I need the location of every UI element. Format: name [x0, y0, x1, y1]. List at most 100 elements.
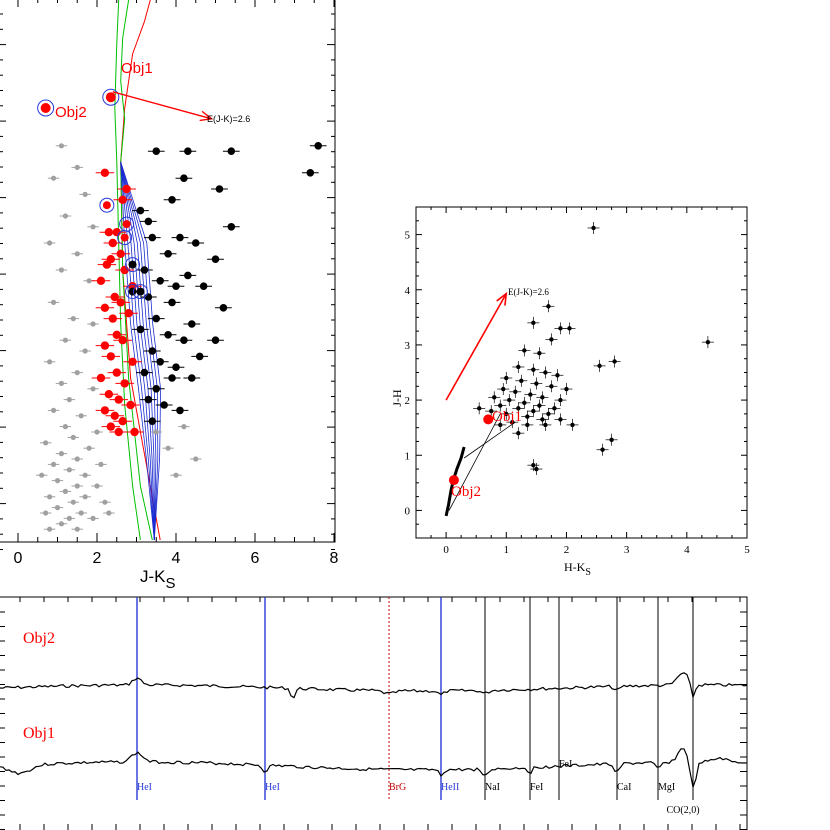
cmd-isochrones: [114, 0, 162, 541]
cmd-member-star: [114, 395, 123, 404]
cmd-x-tick-label: 0: [14, 550, 23, 567]
cmd-panel: 0 2 4 6 8 Obj1 Obj2 E(J-K)=2.6 J-KS: [0, 0, 339, 592]
ccd-x-tick-label: 1: [504, 544, 510, 556]
cmd-arrow-label: E(J-K)=2.6: [207, 114, 250, 124]
ccd-point: [564, 386, 569, 392]
ccd-point: [525, 414, 530, 419]
cmd-field-star: [58, 521, 65, 527]
cmd-member-star: [100, 168, 110, 177]
cmd-field-star: [86, 445, 92, 451]
cmd-circled-star: [128, 260, 137, 269]
spectra-obj2-label: Obj2: [23, 630, 55, 647]
ccd-point: [489, 408, 494, 414]
cmd-black-star: [211, 336, 220, 345]
cmd-field-star: [78, 413, 84, 419]
cmd-member-star: [110, 292, 119, 302]
ccd-point: [498, 403, 503, 408]
ccd-point: [510, 419, 515, 425]
cmd-field-star: [58, 451, 65, 457]
cmd-black-star: [148, 233, 157, 242]
cmd-obj1-marker: [105, 92, 116, 103]
cmd-isochrone-blue: [120, 161, 155, 541]
cmd-member-star: [100, 406, 110, 415]
cmd-member-star: [122, 184, 131, 194]
ccd-point: [597, 363, 602, 369]
cmd-black-star: [191, 239, 200, 247]
cmd-black-star: [156, 277, 164, 285]
ccd-arrow-shaft: [445, 293, 507, 401]
ccd-point: [705, 339, 711, 345]
cmd-member-star: [112, 368, 121, 377]
cmd-field-star: [165, 445, 171, 451]
cmd-member-circle: [132, 284, 148, 300]
ccd-obj2-marker: [448, 475, 459, 486]
ccd-point: [531, 462, 536, 468]
ccd-point: [549, 337, 554, 342]
cmd-x-tick-label: 4: [172, 550, 181, 567]
cmd-field-star: [82, 472, 88, 478]
cmd-black-star: [164, 250, 172, 258]
cmd-target-objects: [37, 88, 148, 300]
cmd-arrow-shaft: [112, 91, 212, 120]
cmd-black-star: [164, 331, 172, 339]
cmd-black-star: [211, 255, 220, 263]
cmd-black-star: [188, 374, 196, 382]
spectrum-obj2: [0, 672, 748, 700]
ccd-point: [609, 437, 614, 443]
ccd-point: [519, 378, 524, 383]
ccd-point: [516, 406, 521, 411]
cmd-black-star: [144, 217, 153, 226]
ccd-point: [537, 350, 542, 356]
cmd-field-star: [94, 429, 100, 435]
cmd-black-star: [144, 293, 153, 301]
cmd-field-star: [39, 472, 45, 478]
cmd-field-stars: [35, 143, 202, 532]
cmd-black-star: [148, 347, 157, 355]
ccd-panel: 0 1 2 3 4 5 0 1 2 3 4 5 E(J-K)=2.6 Obj1 Obj2 H-KS J…: [390, 206, 750, 578]
cmd-field-star: [74, 526, 80, 532]
ccd-point: [549, 384, 554, 389]
cmd-field-star: [94, 483, 100, 489]
cmd-black-star: [195, 352, 204, 361]
spectral-line-label: BrG: [389, 782, 406, 793]
cmd-field-star: [47, 526, 53, 532]
cmd-member-star: [126, 400, 135, 410]
ccd-point: [543, 370, 548, 375]
spectral-line-label: CaI: [617, 782, 631, 793]
cmd-obj2-marker: [40, 103, 51, 113]
cmd-member-star: [118, 417, 127, 426]
ccd-x-tick-label: 3: [624, 544, 630, 556]
ccd-point: [528, 392, 533, 397]
cmd-black-star: [176, 406, 184, 415]
ccd-point: [534, 381, 539, 386]
ccd-point: [531, 320, 536, 326]
cmd-black-star: [168, 196, 176, 204]
ccd-x-tick-label: 2: [564, 544, 570, 556]
cmd-field-star: [153, 429, 159, 435]
cmd-field-star: [82, 494, 88, 500]
ccd-point: [543, 422, 548, 428]
ccd-obj1-label: Obj1: [492, 409, 522, 425]
cmd-x-tick-label: 6: [251, 550, 260, 567]
cmd-isochrone-blue: [120, 161, 157, 541]
cmd-black-star: [152, 314, 161, 323]
cmd-member-circle: [117, 230, 133, 246]
ccd-point: [555, 373, 560, 378]
cmd-obj1-ring: [102, 88, 120, 106]
ccd-point: [522, 400, 527, 406]
cmd-black-star: [136, 325, 145, 334]
cmd-member-circle: [99, 197, 115, 213]
cmd-black-star: [160, 401, 168, 409]
cmd-field-star: [70, 434, 76, 440]
cmd-member-star: [112, 330, 121, 339]
ccd-point: [540, 395, 545, 400]
ccd-point: [570, 422, 575, 428]
cmd-member-star: [124, 309, 133, 318]
ccd-point: [534, 466, 539, 472]
ccd-point: [501, 386, 506, 392]
ccd-ylabel: J-H: [390, 389, 404, 407]
cmd-member-star: [114, 427, 123, 437]
cmd-field-star: [58, 380, 65, 386]
cmd-field-star: [82, 348, 88, 354]
cmd-black-star: [180, 174, 188, 182]
